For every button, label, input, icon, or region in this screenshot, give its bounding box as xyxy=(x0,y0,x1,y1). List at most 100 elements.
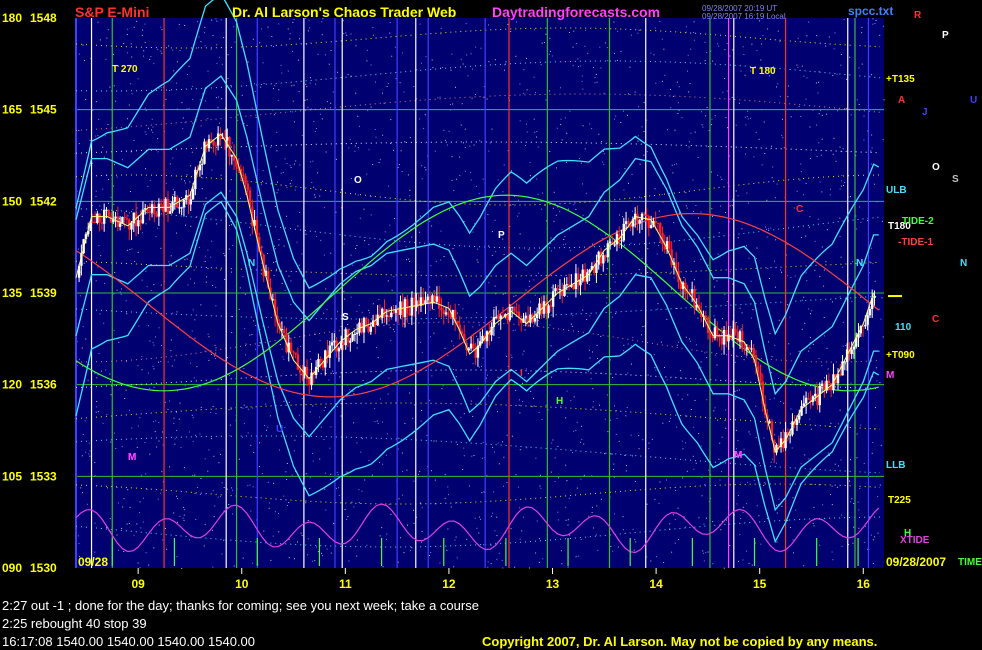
dot xyxy=(846,78,847,80)
dot xyxy=(286,215,288,217)
candle-body xyxy=(296,354,300,370)
dot xyxy=(735,398,737,400)
dot xyxy=(540,474,541,476)
dot xyxy=(389,327,391,329)
dot xyxy=(433,440,435,442)
dot xyxy=(482,441,484,443)
dot xyxy=(800,171,802,173)
dot xyxy=(834,32,836,34)
dot xyxy=(462,468,464,470)
dot xyxy=(309,82,311,84)
dot xyxy=(80,271,81,273)
dot xyxy=(529,180,531,182)
dot xyxy=(514,329,516,331)
dot xyxy=(840,64,842,66)
dot xyxy=(743,401,745,403)
dot xyxy=(349,389,351,391)
dot xyxy=(305,233,307,235)
dot xyxy=(877,495,879,497)
dot xyxy=(725,117,727,119)
dot xyxy=(755,437,757,439)
dot xyxy=(612,276,614,278)
candle-body xyxy=(843,361,847,363)
dot xyxy=(244,293,246,295)
dot xyxy=(346,471,348,473)
dot xyxy=(376,420,378,422)
dot xyxy=(224,255,226,257)
candle-body xyxy=(362,317,366,333)
dot xyxy=(581,80,583,82)
dot xyxy=(756,505,758,507)
dot xyxy=(759,20,760,22)
dot xyxy=(540,64,542,66)
dot xyxy=(479,140,481,142)
dot xyxy=(620,50,622,52)
dot xyxy=(778,377,779,379)
dot xyxy=(624,168,626,170)
dot xyxy=(657,308,659,310)
dot xyxy=(601,238,603,239)
dot xyxy=(139,501,141,503)
dot xyxy=(462,308,464,310)
dot xyxy=(494,285,496,287)
dot xyxy=(97,134,99,136)
dot xyxy=(223,539,225,541)
candle-body xyxy=(782,438,785,449)
dot xyxy=(128,212,130,214)
dot xyxy=(354,145,356,147)
dot xyxy=(212,566,214,568)
dot xyxy=(698,367,700,369)
dot xyxy=(790,408,792,410)
dot xyxy=(444,139,446,141)
dot xyxy=(214,505,216,507)
dot xyxy=(634,91,636,93)
dot xyxy=(833,48,835,50)
candle-body xyxy=(611,241,614,245)
dot xyxy=(420,341,422,343)
dot xyxy=(722,318,723,320)
dot xyxy=(262,325,264,327)
site-link[interactable]: Daytradingforecasts.com xyxy=(492,4,661,20)
dot xyxy=(307,538,309,540)
dot xyxy=(600,335,602,337)
dot xyxy=(561,563,563,565)
dot xyxy=(533,405,535,407)
dot xyxy=(353,393,355,395)
dot xyxy=(660,341,662,343)
dot xyxy=(110,394,112,396)
planet-label: A xyxy=(898,95,905,106)
dot xyxy=(447,354,449,356)
y-tick-angle: 180 xyxy=(2,11,22,25)
candle-body xyxy=(599,251,603,264)
candle-body xyxy=(577,273,580,286)
dot xyxy=(678,86,680,88)
dot xyxy=(451,53,453,55)
tide-1-curve xyxy=(75,213,880,398)
dot xyxy=(510,204,512,206)
date-end-label: 09/28/2007 xyxy=(886,555,946,569)
dot xyxy=(455,86,456,88)
candle-body xyxy=(381,308,384,318)
y-tick-price: 1545 xyxy=(30,103,57,117)
dot xyxy=(440,33,442,35)
dot xyxy=(225,107,226,109)
dot xyxy=(872,539,874,541)
envelope-band xyxy=(75,0,880,336)
dot xyxy=(113,432,115,434)
dot xyxy=(94,462,96,464)
dot xyxy=(94,475,96,477)
dot xyxy=(697,157,699,158)
candle-body xyxy=(510,306,514,308)
dot xyxy=(434,150,436,152)
dot xyxy=(110,196,112,198)
dot xyxy=(200,125,202,127)
dot xyxy=(421,507,423,509)
dot xyxy=(529,567,530,569)
dot xyxy=(448,130,450,132)
candle-body xyxy=(426,296,429,301)
dot xyxy=(823,285,825,287)
dot xyxy=(127,489,129,491)
candle-body xyxy=(203,141,206,164)
dot xyxy=(647,248,649,250)
dot xyxy=(366,544,368,546)
